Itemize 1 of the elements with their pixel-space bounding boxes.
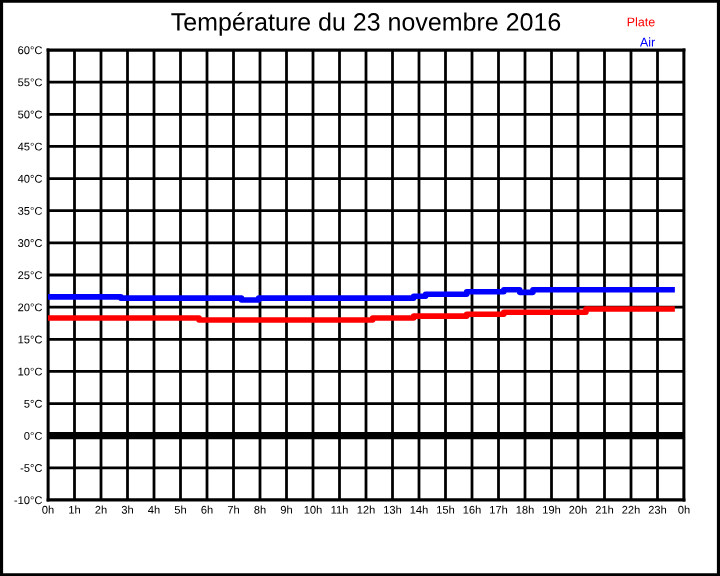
chart-title: Température du 23 novembre 2016 bbox=[171, 12, 561, 36]
